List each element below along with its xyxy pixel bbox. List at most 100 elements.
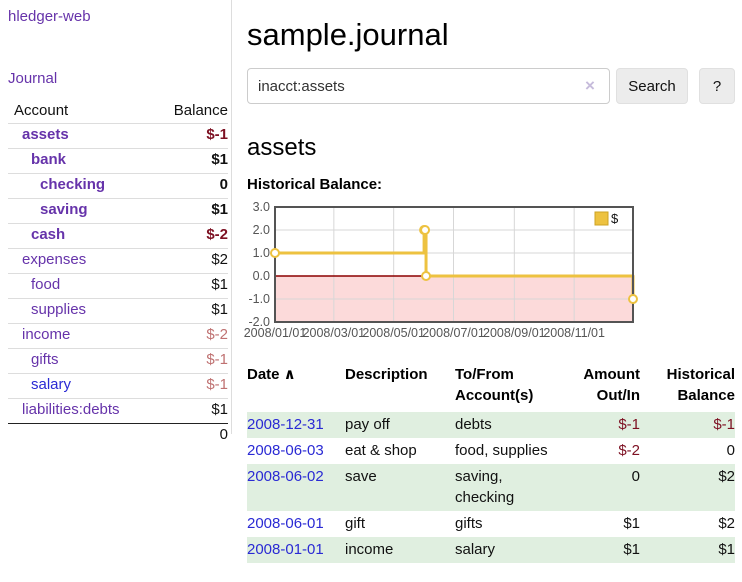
transaction-amount: $-1 [618,416,640,433]
sidebar-account-row: bank $1 [8,148,228,173]
sidebar-account-row: saving $1 [8,198,228,223]
svg-text:2008/11/01: 2008/11/01 [543,326,605,340]
transaction-accounts: food, supplies [455,442,548,459]
transaction-date-link[interactable]: 2008-12-31 [247,416,324,433]
transaction-date-link[interactable]: 2008-01-01 [247,541,324,558]
account-balance: $2 [211,251,228,268]
transaction-balance: $1 [718,541,735,558]
svg-text:1.0: 1.0 [253,246,270,260]
sort-asc-icon: ∧ [279,366,296,383]
transaction-amount: $1 [623,515,640,532]
column-header: Historical Balance [666,366,735,404]
account-heading: assets [247,133,317,161]
account-balance: $1 [211,276,228,293]
sidebar-account-row: income $-2 [8,323,228,348]
accounts-total-value: 0 [219,426,228,443]
account-link[interactable]: cash [31,226,66,243]
sidebar-account-row: salary $-1 [8,373,228,398]
transaction-amount: 0 [631,468,640,485]
register-row: 2008-06-01 gift gifts $1 $2 [247,511,735,537]
transaction-balance: 0 [726,442,735,459]
register-row: 2008-12-31 pay off debts $-1 $-1 [247,412,735,438]
page-title: sample.journal [247,16,449,52]
transaction-date-link[interactable]: 2008-06-01 [247,515,324,532]
accounts-header-balance: Balance [173,102,228,119]
sidebar-account-row: liabilities:debts $1 [8,398,228,423]
account-link[interactable]: salary [31,376,72,393]
svg-text:2008/07/01: 2008/07/01 [422,326,485,340]
account-balance: $-1 [206,376,228,393]
sidebar-account-row: food $1 [8,273,228,298]
account-balance: $1 [211,201,228,218]
account-balance: $1 [211,151,228,168]
sidebar-account-row: assets $-1 [8,123,228,148]
column-header-date-sortable[interactable]: Date ∧ [247,366,296,383]
nav-journal-link[interactable]: Journal [8,70,58,87]
transaction-amount: $-2 [618,442,640,459]
register-table: Date ∧ Description To/From Account(s) Amoun… [247,362,735,563]
accounts-panel: Account Balance assets $-1 bank $1 checking 0… [8,99,228,446]
account-balance: $1 [211,301,228,318]
transaction-description: eat & shop [345,442,417,459]
sidebar-account-row: supplies $1 [8,298,228,323]
column-header: Description [345,366,428,383]
account-link[interactable]: assets [22,126,69,143]
account-balance: $-1 [206,126,228,143]
transaction-accounts: gifts [455,515,483,532]
sidebar-account-row: expenses $2 [8,248,228,273]
column-header: To/From Account(s) [455,366,534,404]
transaction-date-link[interactable]: 2008-06-03 [247,442,324,459]
account-balance: $-1 [206,351,228,368]
accounts-total-row: 0 [8,423,228,446]
svg-text:2008/09/01: 2008/09/01 [483,326,546,340]
account-link[interactable]: income [22,326,71,343]
help-button[interactable]: ? [699,68,735,104]
svg-text:2008/03/01: 2008/03/01 [303,326,366,340]
svg-text:2008/01/01: 2008/01/01 [244,326,307,340]
transaction-accounts: salary [455,541,496,558]
svg-text:0.0: 0.0 [253,269,270,283]
column-header: Amount Out/In [583,366,640,404]
transaction-description: save [345,468,377,485]
account-link[interactable]: saving [40,201,88,218]
account-link[interactable]: gifts [31,351,59,368]
transaction-description: pay off [345,416,390,433]
svg-text:2008/05/01: 2008/05/01 [362,326,425,340]
sidebar-account-row: checking 0 [8,173,228,198]
transaction-balance: $-1 [713,416,735,433]
svg-text:$: $ [611,211,619,226]
accounts-header-account: Account [14,102,69,119]
account-link[interactable]: supplies [31,301,87,318]
transaction-balance: $2 [718,468,735,485]
account-link[interactable]: checking [40,176,106,193]
historical-balance-chart: $3.0 2.0 1.0 0.0 -1.0 -2.0 2008/01/01 2008/03/0… [243,200,643,345]
transaction-accounts: saving, checking [455,468,515,506]
transaction-balance: $2 [718,515,735,532]
account-balance: $-2 [206,226,228,243]
account-link[interactable]: liabilities:debts [22,401,120,418]
transaction-accounts: debts [455,416,492,433]
brand-link[interactable]: hledger-web [8,8,91,25]
transaction-amount: $1 [623,541,640,558]
svg-text:2.0: 2.0 [253,223,270,237]
register-row: 2008-06-02 save saving, checking 0 $2 [247,464,735,511]
transaction-date-link[interactable]: 2008-06-02 [247,468,324,485]
svg-text:3.0: 3.0 [253,200,270,214]
account-balance: 0 [219,176,228,193]
transaction-description: gift [345,515,366,532]
clear-search-icon[interactable]: × [585,76,595,95]
account-link[interactable]: bank [31,151,67,168]
account-link[interactable]: expenses [22,251,87,268]
account-balance: $1 [211,401,228,418]
register-row: 2008-01-01 income salary $1 $1 [247,537,735,563]
account-link[interactable]: food [31,276,61,293]
search-input[interactable] [247,68,610,104]
search-button[interactable]: Search [616,68,688,104]
sidebar-account-row: gifts $-1 [8,348,228,373]
svg-text:-2.0: -2.0 [248,315,270,329]
accounts-list: assets $-1 bank $1 checking 0 saving $1 cash $-2 e… [8,123,228,423]
accounts-header: Account Balance [8,99,228,123]
register-row: 2008-06-03 eat & shop food, supplies $-2 0 [247,438,735,464]
transaction-description: income [345,541,394,558]
account-balance: $-2 [206,326,228,343]
